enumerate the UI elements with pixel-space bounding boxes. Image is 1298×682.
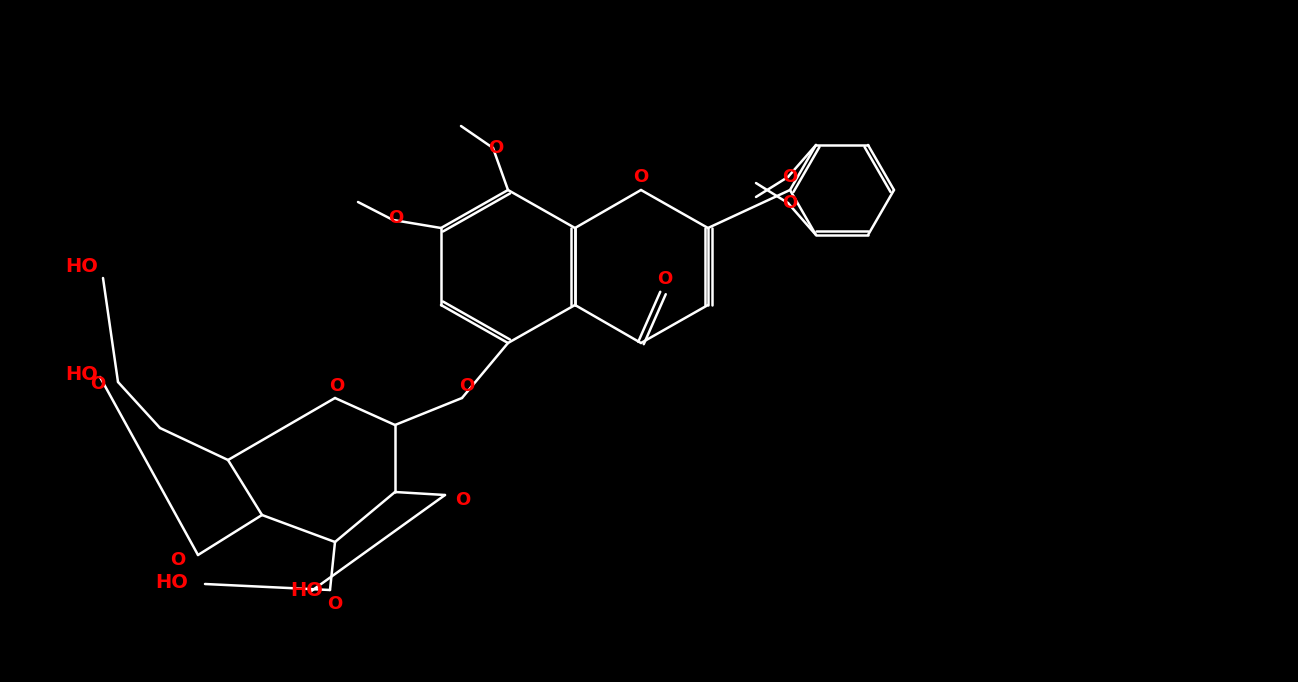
Text: O: O — [488, 139, 504, 157]
Text: O: O — [388, 209, 404, 227]
Text: O: O — [459, 377, 475, 395]
Text: O: O — [327, 595, 343, 613]
Text: O: O — [633, 168, 649, 186]
Text: O: O — [783, 168, 798, 186]
Text: O: O — [657, 270, 672, 288]
Text: HO: HO — [289, 580, 323, 599]
Text: HO: HO — [154, 572, 188, 591]
Text: O: O — [330, 377, 345, 395]
Text: HO: HO — [65, 258, 97, 276]
Text: O: O — [456, 491, 471, 509]
Text: O: O — [170, 551, 186, 569]
Text: HO: HO — [65, 366, 97, 385]
Text: O: O — [783, 194, 798, 212]
Text: O: O — [91, 375, 105, 393]
